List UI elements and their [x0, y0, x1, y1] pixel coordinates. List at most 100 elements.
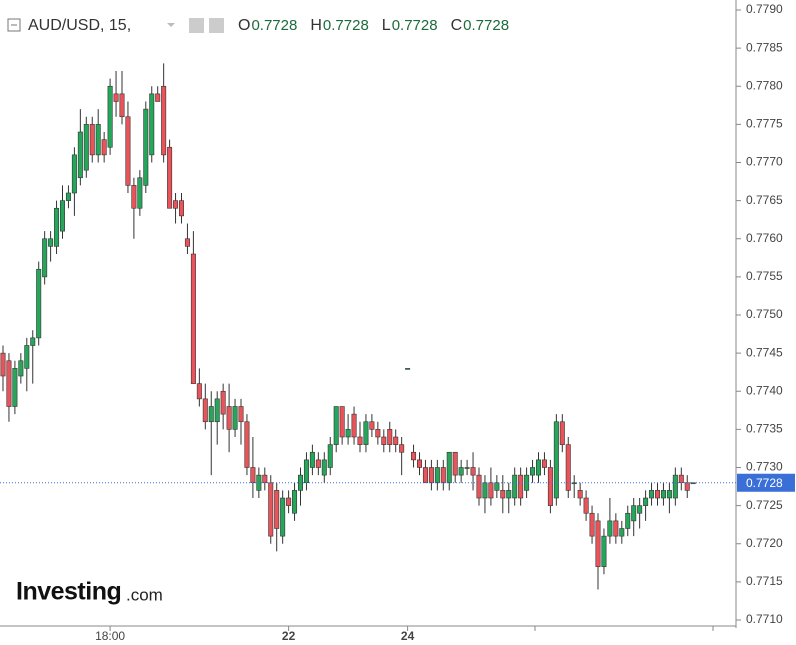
y-tick-label: 0.7780: [746, 78, 783, 92]
candle-body: [30, 337, 36, 346]
candle-body: [607, 520, 613, 537]
candle-body: [375, 429, 381, 438]
y-tick-label: 0.7715: [746, 574, 783, 588]
candle-body: [238, 406, 244, 423]
candle-body: [369, 421, 375, 430]
eye-icon[interactable]: [189, 18, 204, 33]
ohlc-value: 0.7728: [251, 17, 297, 34]
candle-body: [434, 467, 440, 484]
y-tick-label: 0.7745: [746, 345, 783, 359]
y-tick-label: 0.7760: [746, 231, 783, 245]
candle-body: [619, 528, 625, 537]
candle-body: [351, 413, 357, 438]
candle-body: [274, 490, 280, 529]
candle-body: [571, 482, 577, 485]
y-tick-label: 0.7725: [746, 498, 783, 512]
y-tick-label: 0.7770: [746, 155, 783, 169]
settings-icon[interactable]: [209, 18, 224, 33]
candle-body: [77, 131, 83, 179]
candle-body: [161, 85, 167, 156]
y-tick-label: 0.7755: [746, 269, 783, 283]
candle-body: [399, 444, 405, 453]
candle-body: [547, 467, 553, 506]
candle-body: [24, 345, 30, 369]
candle-body: [167, 146, 173, 209]
candle-body: [196, 383, 202, 400]
candle-body: [654, 490, 660, 499]
candle-body: [292, 490, 298, 514]
ohlc-value: 0.7728: [323, 17, 369, 34]
candle-body: [381, 436, 387, 445]
candle-body: [422, 467, 428, 484]
candle-body: [250, 467, 256, 484]
candle-body: [232, 406, 238, 430]
candle-body: [476, 474, 482, 499]
candle-body: [333, 406, 339, 445]
candle-body: [458, 467, 464, 476]
candle-body: [649, 490, 655, 499]
candle-body: [268, 482, 274, 537]
candle-body: [625, 512, 631, 529]
last-price-box: [737, 473, 795, 492]
candle-body: [190, 253, 196, 384]
candle-body: [452, 451, 458, 476]
ohlc-value: 0.7728: [463, 17, 509, 34]
candle-body: [155, 93, 161, 102]
candle-body: [577, 490, 583, 499]
candle-body: [101, 139, 107, 156]
candle-body: [149, 93, 155, 156]
ohlc-label: L: [382, 17, 391, 34]
candle-body: [595, 520, 601, 567]
candle-body: [95, 124, 101, 156]
collapse-icon[interactable]: [7, 18, 21, 32]
candle-body: [589, 512, 595, 537]
candle-body: [36, 268, 42, 339]
candle-body: [601, 535, 607, 567]
candle-body: [125, 116, 131, 186]
candle-body: [428, 467, 434, 484]
candle-body: [518, 474, 524, 499]
brand-suffix: .com: [126, 585, 163, 604]
symbol-title: AUD/USD, 15,: [28, 17, 131, 34]
candle-body: [137, 177, 143, 209]
candle-body: [339, 406, 345, 438]
candle-body: [512, 474, 518, 499]
candle-body: [119, 93, 125, 118]
candle-body: [131, 185, 137, 209]
candle-body: [363, 421, 369, 445]
candle-body: [660, 490, 666, 499]
candle-body: [315, 459, 321, 468]
candle-body: [494, 482, 500, 491]
candle-body: [357, 436, 363, 445]
candle-body: [583, 497, 589, 514]
x-tick-label: 24: [401, 629, 415, 643]
candle-body: [208, 406, 214, 423]
candle-body: [71, 154, 77, 194]
candle-body: [214, 398, 220, 423]
dropdown-arrow[interactable]: [167, 23, 175, 27]
candle-body: [393, 436, 399, 445]
candle-body: [411, 451, 417, 461]
ohlc-label: C: [451, 17, 463, 34]
candle-body: [684, 482, 690, 491]
candle-body: [309, 451, 315, 468]
candle-body: [327, 444, 333, 468]
candle-body: [440, 467, 446, 484]
candle-body: [672, 474, 678, 499]
candle-body: [6, 360, 12, 407]
candle-body: [553, 421, 559, 499]
y-tick-label: 0.7750: [746, 307, 783, 321]
candle-body: [643, 497, 649, 506]
candle-body: [321, 459, 327, 476]
candle-body: [303, 459, 309, 484]
candle-body: [173, 200, 179, 209]
candle-body: [482, 482, 488, 499]
candle-body: [464, 467, 470, 469]
candle-body: [286, 497, 292, 506]
y-tick-label: 0.7720: [746, 536, 783, 550]
y-tick-label: 0.7730: [746, 460, 783, 474]
candle-body: [48, 238, 54, 247]
ohlc-label: O: [238, 17, 250, 34]
